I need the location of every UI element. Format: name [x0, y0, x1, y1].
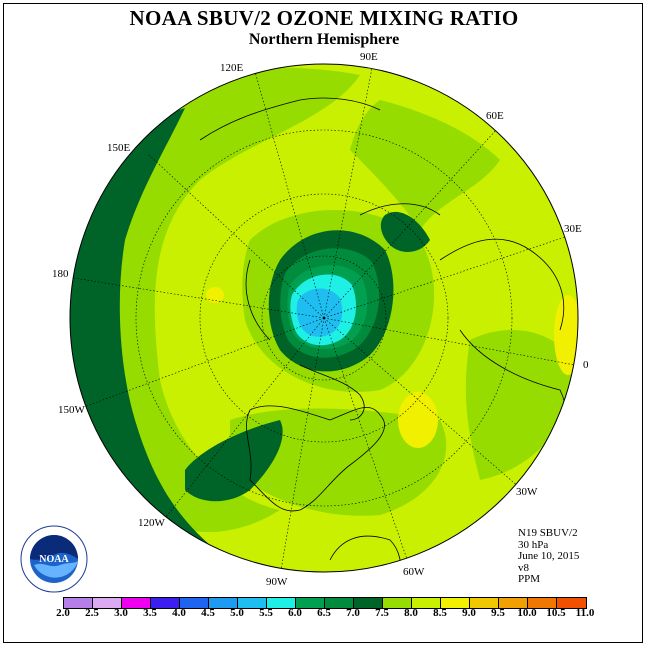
- color-bar-tick-label: 10.5: [546, 607, 566, 619]
- color-bar-tick-label: 8.0: [404, 607, 418, 619]
- info-block: N19 SBUV/2 30 hPa June 10, 2015 v8 PPM: [518, 527, 580, 586]
- contour-75-north: [350, 100, 500, 230]
- contour-70-kara: [380, 211, 430, 252]
- color-bar-tick-label: 8.5: [433, 607, 447, 619]
- contour-70-baja: [185, 420, 283, 502]
- color-bar-segment: [412, 598, 441, 608]
- color-bar-tick-label: 9.5: [491, 607, 505, 619]
- color-bar-tick-label: 5.0: [230, 607, 244, 619]
- color-bar-tick-label: 2.5: [85, 607, 99, 619]
- color-bar-tick-label: 4.5: [201, 607, 215, 619]
- map-title: NOAA SBUV/2 OZONE MIXING RATIO: [129, 6, 519, 30]
- svg-text:NOAA: NOAA: [39, 554, 69, 565]
- color-bar-segment: [209, 598, 238, 608]
- lon-label-90w: 90W: [266, 576, 288, 588]
- color-bar-segment: [267, 598, 296, 608]
- color-bar-segment: [557, 598, 586, 608]
- lon-label-0: 0: [583, 359, 589, 371]
- color-bar-segment: [528, 598, 557, 608]
- color-bar-segment: [296, 598, 325, 608]
- color-bar-tick-label: 7.0: [346, 607, 360, 619]
- color-bar-segment: [151, 598, 180, 608]
- map-subtitle: Northern Hemisphere: [248, 31, 400, 48]
- contour-50-polar: [296, 288, 343, 337]
- color-bar-tick-label: 6.5: [317, 607, 331, 619]
- info-date: June 10, 2015: [518, 550, 580, 562]
- color-bar-tick-label: 3.0: [114, 607, 128, 619]
- lon-label-60w: 60W: [403, 566, 425, 578]
- color-bar-segment: [64, 598, 93, 608]
- color-bar-tick-label: 10.0: [517, 607, 537, 619]
- contour-85-atlantic: [398, 392, 438, 448]
- color-bar-segment: [93, 598, 122, 608]
- lon-label-150e: 150E: [107, 142, 131, 154]
- color-bar-tick-label: 3.5: [143, 607, 157, 619]
- lon-label-150w: 150W: [58, 404, 85, 416]
- lon-label-180: 180: [52, 268, 69, 280]
- color-bar-segment: [383, 598, 412, 608]
- info-units: PPM: [518, 573, 541, 585]
- color-bar-segment: [325, 598, 354, 608]
- graticule: [73, 67, 578, 572]
- color-bar-ticks: 2.0 2.5 3.0 3.5 4.0 4.5 5.0 5.5 6.0 6.5 7.0 7.5 8.0 8…: [56, 607, 594, 621]
- color-bar-tick-label: 6.0: [288, 607, 302, 619]
- color-bar-segment: [122, 598, 151, 608]
- noaa-logo: NOAA: [20, 525, 88, 593]
- color-bar-tick-label: 9.0: [462, 607, 476, 619]
- info-version: v8: [518, 561, 529, 574]
- lon-label-60e: 60E: [486, 110, 504, 122]
- lon-label-120e: 120E: [220, 62, 244, 74]
- color-bar-segment: [441, 598, 470, 608]
- contour-85-pacific: [206, 287, 224, 303]
- color-bar-tick-label: 5.5: [259, 607, 273, 619]
- color-bar-tick-label: 11.0: [575, 607, 595, 619]
- color-bar-segment: [499, 598, 528, 608]
- info-level: 30 hPa: [518, 538, 549, 551]
- color-bar-segment: [238, 598, 267, 608]
- lon-label-120w: 120W: [138, 517, 165, 529]
- map-boundary: [69, 63, 579, 573]
- color-bar-tick-label: 7.5: [375, 607, 389, 619]
- color-bar-tick-label: 4.0: [172, 607, 186, 619]
- color-bar-segment: [180, 598, 209, 608]
- contour-75-atlantic: [465, 330, 578, 480]
- lon-label-30e: 30E: [564, 223, 582, 235]
- color-bar-tick-label: 2.0: [56, 607, 70, 619]
- lon-label-90e: 90E: [360, 51, 378, 63]
- lon-label-30w: 30W: [516, 486, 538, 498]
- color-bar-segment: [470, 598, 499, 608]
- coastlines: [199, 97, 567, 572]
- figure-frame: [3, 3, 643, 643]
- color-bar-segment: [354, 598, 383, 608]
- color-bar: [63, 597, 587, 609]
- info-instrument: N19 SBUV/2: [518, 527, 578, 539]
